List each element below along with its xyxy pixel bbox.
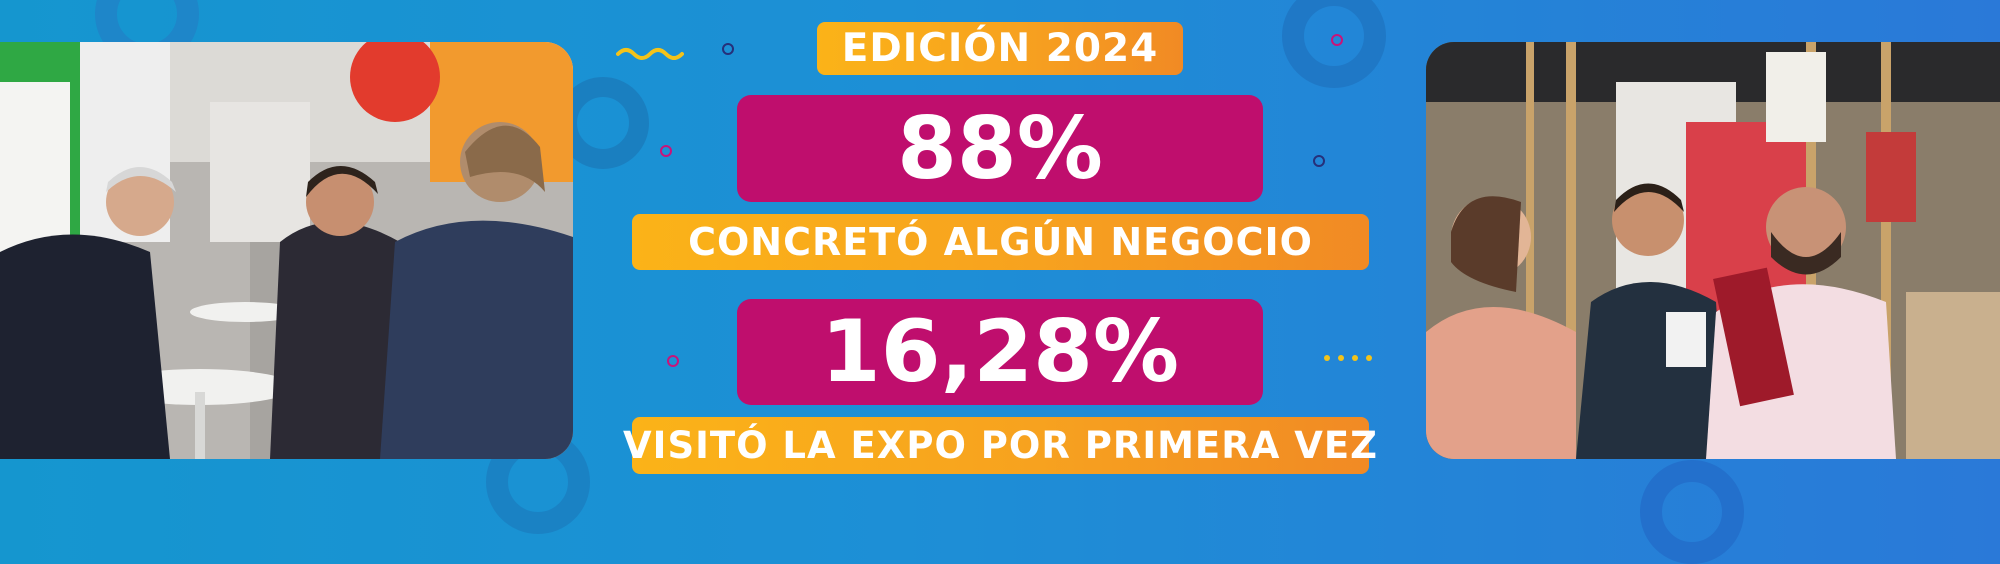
edition-badge: EDICIÓN 2024 xyxy=(817,22,1183,75)
stat-2-value: 16,28% xyxy=(820,302,1180,402)
stat-2-label-box: VISITÓ LA EXPO POR PRIMERA VEZ xyxy=(623,417,1377,474)
decorative-dots xyxy=(1324,355,1372,361)
stat-1-value-box: 88% xyxy=(737,95,1263,202)
edition-text: EDICIÓN 2024 xyxy=(841,26,1159,71)
stat-2-label: VISITÓ LA EXPO POR PRIMERA VEZ xyxy=(623,424,1378,467)
small-circle-3 xyxy=(1313,155,1325,167)
small-circle-4 xyxy=(1331,34,1343,46)
photo-stand-conversation xyxy=(1426,42,2000,459)
small-circle-2 xyxy=(660,145,672,157)
stat-1-value: 88% xyxy=(897,98,1103,199)
small-circle-5 xyxy=(667,355,679,367)
stat-1-label-box: CONCRETÓ ALGÚN NEGOCIO xyxy=(632,214,1369,270)
photo-business-meeting xyxy=(0,42,573,459)
stat-1-label: CONCRETÓ ALGÚN NEGOCIO xyxy=(688,220,1313,264)
stat-2-value-box: 16,28% xyxy=(737,299,1263,405)
small-circle-1 xyxy=(722,43,734,55)
decorative-wave xyxy=(616,48,684,60)
decorative-ring-bottomright xyxy=(1640,460,1744,564)
